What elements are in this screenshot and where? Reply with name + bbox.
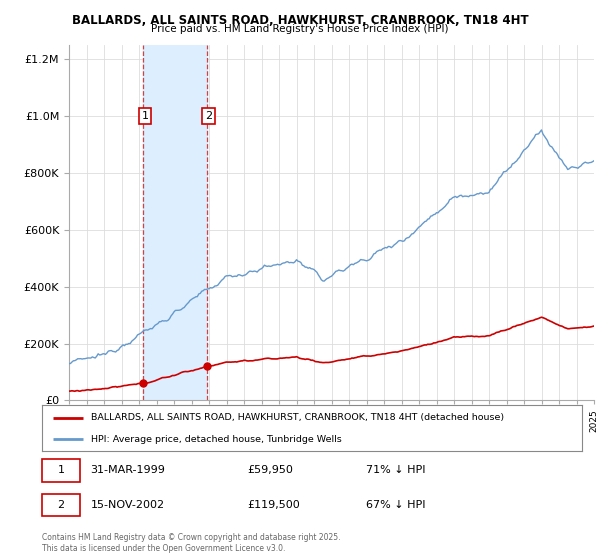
Text: BALLARDS, ALL SAINTS ROAD, HAWKHURST, CRANBROOK, TN18 4HT (detached house): BALLARDS, ALL SAINTS ROAD, HAWKHURST, CR… — [91, 413, 504, 422]
FancyBboxPatch shape — [42, 494, 80, 516]
Text: 15-NOV-2002: 15-NOV-2002 — [91, 500, 165, 510]
Text: 2: 2 — [205, 111, 212, 121]
Text: BALLARDS, ALL SAINTS ROAD, HAWKHURST, CRANBROOK, TN18 4HT: BALLARDS, ALL SAINTS ROAD, HAWKHURST, CR… — [71, 14, 529, 27]
Text: 67% ↓ HPI: 67% ↓ HPI — [366, 500, 425, 510]
Text: 1: 1 — [58, 465, 64, 475]
Text: £59,950: £59,950 — [247, 465, 293, 475]
Text: 1: 1 — [142, 111, 149, 121]
Text: HPI: Average price, detached house, Tunbridge Wells: HPI: Average price, detached house, Tunb… — [91, 435, 341, 444]
Text: Price paid vs. HM Land Registry's House Price Index (HPI): Price paid vs. HM Land Registry's House … — [151, 24, 449, 34]
Text: 31-MAR-1999: 31-MAR-1999 — [91, 465, 166, 475]
Text: £119,500: £119,500 — [247, 500, 300, 510]
Text: 71% ↓ HPI: 71% ↓ HPI — [366, 465, 425, 475]
Bar — [143, 45, 207, 400]
FancyBboxPatch shape — [42, 459, 80, 482]
Text: Contains HM Land Registry data © Crown copyright and database right 2025.
This d: Contains HM Land Registry data © Crown c… — [42, 533, 341, 553]
Text: 2: 2 — [58, 500, 64, 510]
